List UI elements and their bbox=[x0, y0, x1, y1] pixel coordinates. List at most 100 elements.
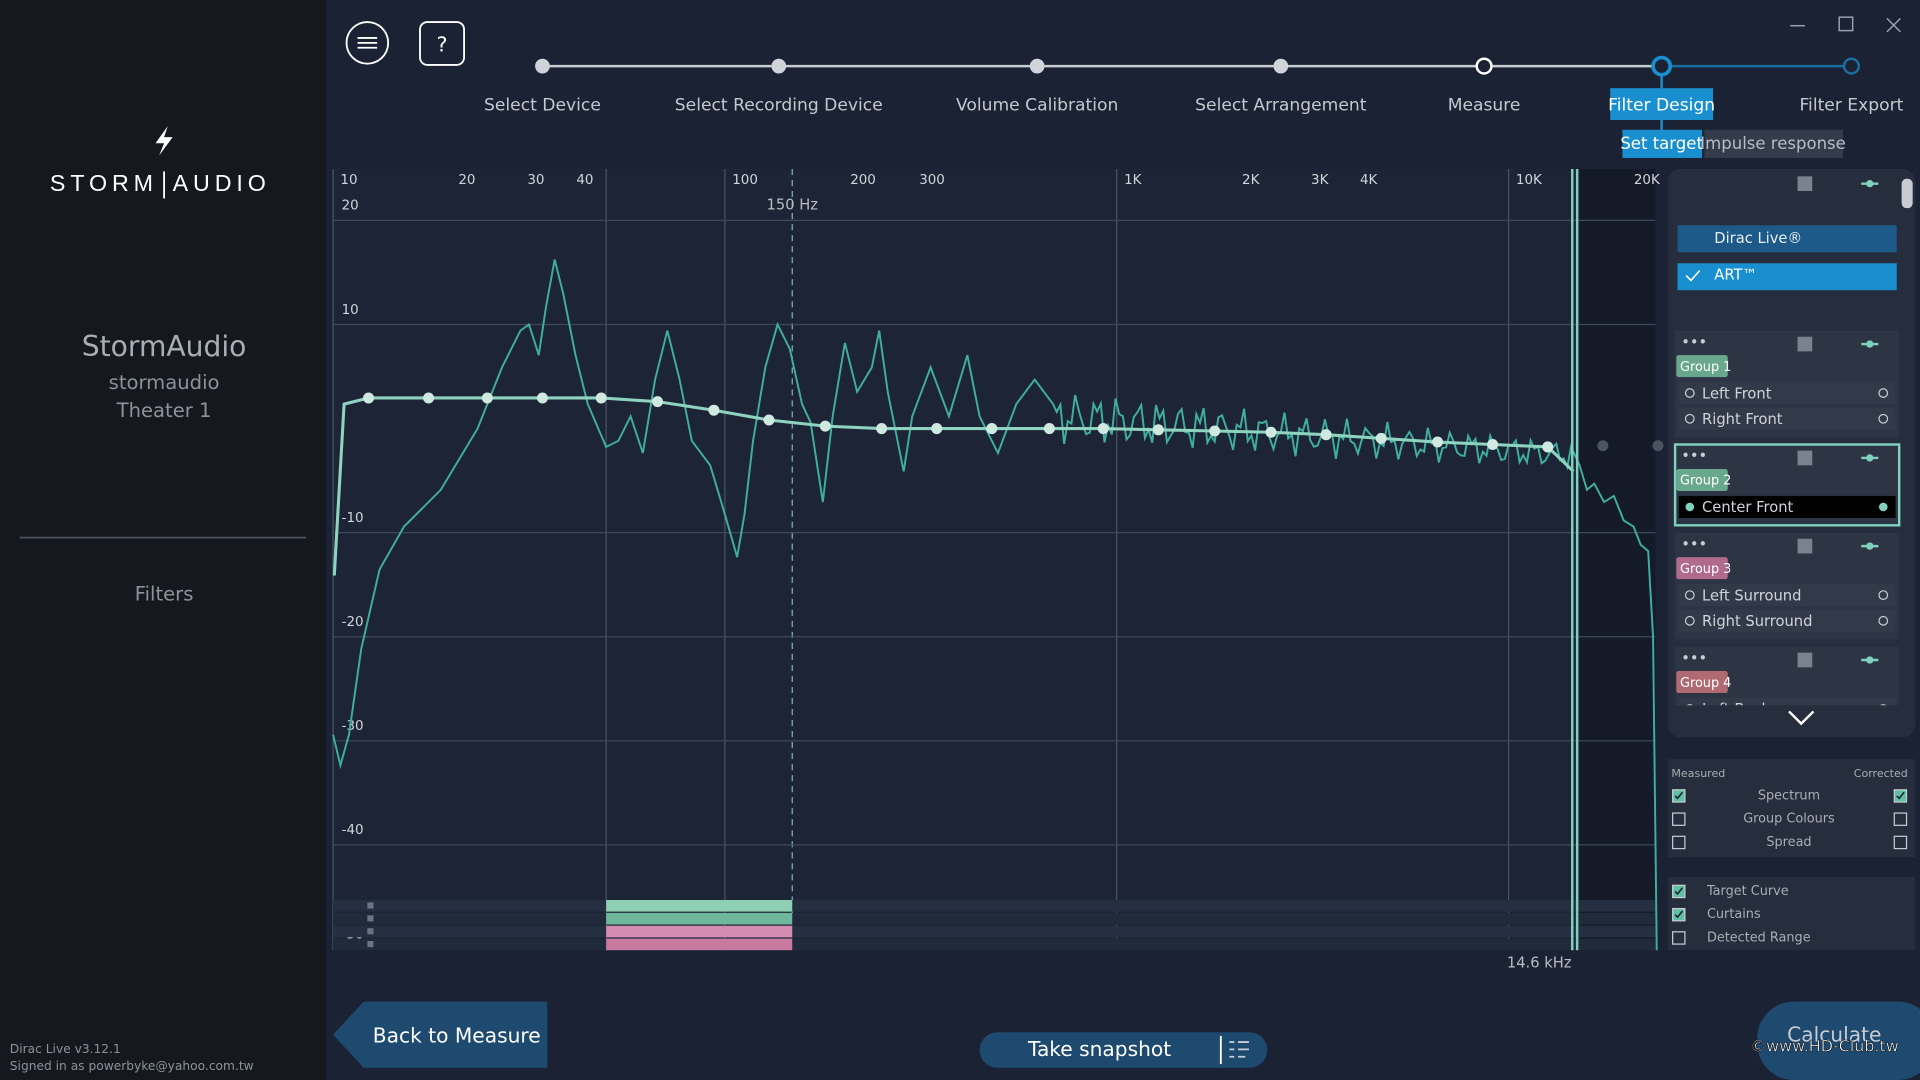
db-label: -30 bbox=[342, 719, 364, 734]
target-point[interactable] bbox=[708, 404, 720, 416]
maximize[interactable] bbox=[1838, 16, 1854, 32]
close[interactable] bbox=[1886, 17, 1901, 33]
target-point[interactable] bbox=[763, 414, 775, 426]
freq-label: 30 bbox=[527, 173, 544, 188]
check bbox=[1674, 910, 1684, 919]
freq-label: 100 bbox=[732, 173, 758, 188]
icon[interactable] bbox=[1866, 340, 1874, 348]
step-label: Filter Export bbox=[1799, 95, 1903, 115]
group-label: Group 3 bbox=[1680, 562, 1731, 577]
target-point[interactable] bbox=[1152, 424, 1164, 436]
target-point-inactive[interactable] bbox=[1652, 440, 1664, 452]
display-row: Group Colours bbox=[1743, 812, 1835, 827]
target-point[interactable] bbox=[931, 423, 943, 435]
channel-dot bbox=[1878, 388, 1889, 398]
channel-label: Left Surround bbox=[1702, 587, 1801, 604]
checkbox[interactable] bbox=[1893, 835, 1908, 850]
icon[interactable] bbox=[1797, 176, 1813, 192]
logo-bolt bbox=[155, 126, 173, 156]
device-name: StormAudio bbox=[82, 330, 247, 363]
display-panel bbox=[1667, 759, 1916, 858]
target-point[interactable] bbox=[363, 392, 375, 404]
group-label: Group 1 bbox=[1680, 360, 1731, 375]
scroll-down[interactable] bbox=[1788, 710, 1815, 726]
out-of-range bbox=[1579, 168, 1656, 951]
scrollbar bbox=[1901, 178, 1913, 209]
target-point[interactable] bbox=[1432, 436, 1444, 448]
target-point[interactable] bbox=[595, 392, 607, 404]
checkbox[interactable] bbox=[1672, 835, 1686, 850]
tab[interactable] bbox=[1704, 129, 1843, 158]
step-node[interactable] bbox=[535, 58, 550, 74]
calculate-label: Calculate bbox=[1787, 1022, 1881, 1046]
group-label-bg bbox=[1676, 355, 1728, 378]
step-node[interactable] bbox=[1273, 58, 1289, 74]
icon[interactable] bbox=[1866, 656, 1874, 664]
target-point[interactable] bbox=[1043, 423, 1055, 435]
target-point[interactable] bbox=[423, 392, 435, 404]
icon[interactable] bbox=[1866, 454, 1874, 462]
step-node[interactable] bbox=[1842, 57, 1861, 75]
brand: STORM bbox=[50, 170, 158, 196]
channel-label: Right Surround bbox=[1702, 613, 1812, 630]
target-point[interactable] bbox=[652, 396, 664, 408]
back-button[interactable] bbox=[333, 1001, 548, 1068]
group-label: Group 4 bbox=[1680, 676, 1731, 691]
group-label-bg bbox=[1676, 671, 1728, 694]
target-point[interactable] bbox=[1265, 426, 1277, 438]
channel-row[interactable] bbox=[1678, 382, 1896, 405]
target-point[interactable] bbox=[481, 392, 493, 404]
target-point[interactable] bbox=[536, 392, 548, 404]
icon[interactable] bbox=[1797, 336, 1813, 352]
icon[interactable] bbox=[1866, 542, 1874, 550]
menu-button[interactable] bbox=[345, 21, 390, 65]
channel-row[interactable] bbox=[1678, 609, 1896, 632]
filter-set[interactable] bbox=[1677, 225, 1897, 253]
icon[interactable] bbox=[1797, 538, 1813, 554]
target-point[interactable] bbox=[819, 420, 831, 432]
target-point[interactable] bbox=[1209, 425, 1221, 437]
checkbox[interactable] bbox=[1893, 812, 1908, 826]
step-node[interactable] bbox=[1651, 55, 1673, 77]
snapshot-label: Take snapshot bbox=[1027, 1037, 1171, 1061]
channel-row[interactable] bbox=[1678, 407, 1896, 430]
step-node[interactable] bbox=[771, 58, 787, 74]
target-point[interactable] bbox=[876, 423, 888, 435]
target-point-inactive[interactable] bbox=[1597, 440, 1609, 452]
tab[interactable] bbox=[1622, 129, 1703, 158]
help-button[interactable] bbox=[419, 21, 465, 66]
freq-label: 40 bbox=[576, 173, 593, 188]
checkbox[interactable] bbox=[1672, 931, 1686, 945]
target-point[interactable] bbox=[986, 423, 998, 435]
sidebar-bg bbox=[0, 0, 326, 1080]
db-label: -20 bbox=[342, 615, 364, 630]
target-point[interactable] bbox=[1320, 429, 1332, 441]
step-node[interactable] bbox=[1029, 58, 1045, 74]
channel-row[interactable] bbox=[1678, 697, 1896, 720]
display-row: Spread bbox=[1766, 835, 1811, 850]
icon[interactable] bbox=[1866, 180, 1874, 188]
channel-row[interactable] bbox=[1678, 584, 1896, 607]
step-node[interactable] bbox=[1475, 57, 1493, 75]
range-row bbox=[333, 912, 1656, 925]
range-row bbox=[333, 938, 1656, 951]
filter-set[interactable] bbox=[1677, 263, 1897, 291]
target-point[interactable] bbox=[1375, 432, 1387, 444]
channel-row[interactable] bbox=[1678, 495, 1896, 518]
channel-label: Left Back bbox=[1702, 701, 1770, 718]
group-menu: ••• bbox=[1681, 536, 1707, 553]
channel-label: Right Front bbox=[1702, 411, 1783, 428]
tab-label: Impulse response bbox=[1700, 134, 1846, 153]
icon[interactable] bbox=[1797, 450, 1813, 466]
snapshot-button[interactable] bbox=[979, 1032, 1268, 1068]
target-point[interactable] bbox=[1542, 441, 1554, 453]
range-bar bbox=[606, 900, 793, 912]
freq-label: 20K bbox=[1634, 173, 1661, 188]
measured-label: Measured bbox=[1671, 767, 1725, 780]
checkbox[interactable] bbox=[1672, 812, 1686, 826]
target-point[interactable] bbox=[1097, 423, 1109, 435]
calculate-button[interactable] bbox=[1757, 1001, 1920, 1080]
icon[interactable] bbox=[1797, 652, 1813, 668]
tab-label: Set target bbox=[1620, 134, 1703, 153]
target-point[interactable] bbox=[1487, 438, 1499, 450]
